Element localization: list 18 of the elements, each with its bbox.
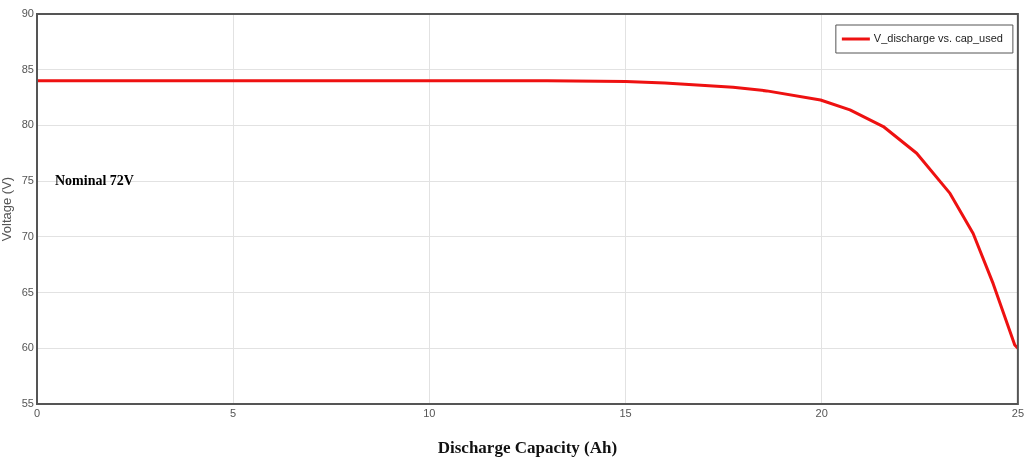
- y-tick-label: 65: [21, 285, 34, 298]
- x-tick-label: 25: [1011, 406, 1025, 419]
- y-tick-label: 55: [21, 397, 34, 410]
- x-tick-label: 20: [815, 406, 828, 419]
- x-tick-label: 15: [619, 406, 632, 419]
- x-tick-label: 10: [423, 406, 436, 419]
- y-tick-label: 75: [21, 174, 34, 187]
- y-tick-label: 90: [21, 7, 34, 20]
- y-tick-label: 70: [21, 229, 34, 242]
- y-tick-label: 80: [21, 118, 34, 131]
- legend-label: V_discharge vs. cap_used: [873, 32, 1003, 45]
- x-axis-title: Discharge Capacity (Ah): [437, 438, 618, 458]
- x-tick-label: 5: [230, 406, 237, 419]
- x-tick-label: 0: [33, 406, 41, 419]
- y-axis-title: Voltage (V): [0, 176, 15, 242]
- y-tick-label: 85: [21, 62, 34, 75]
- annotation: Nominal 72V: [55, 173, 134, 189]
- y-tick-label: 60: [21, 341, 34, 354]
